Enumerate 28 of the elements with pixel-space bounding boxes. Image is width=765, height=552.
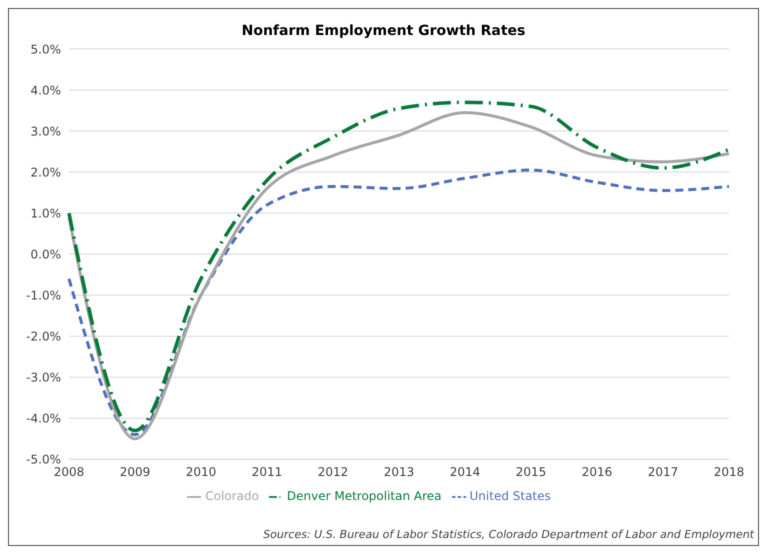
x-tick-label: 2009 xyxy=(120,464,150,479)
y-tick-label: 4.0% xyxy=(30,83,61,98)
legend-label: Colorado xyxy=(205,489,259,504)
y-tick-label: -1.0% xyxy=(26,288,61,302)
y-tick-label: -5.0% xyxy=(26,452,61,467)
y-tick-label: 0.0% xyxy=(30,247,61,262)
x-tick-label: 2013 xyxy=(384,464,414,479)
y-tick-label: -2.0% xyxy=(26,329,61,344)
y-tick-label: 2.0% xyxy=(30,165,61,180)
x-tick-label: 2016 xyxy=(582,464,612,479)
y-tick-label: 3.0% xyxy=(30,124,61,138)
x-tick-label: 2008 xyxy=(54,464,84,479)
x-tick-label: 2011 xyxy=(252,464,282,479)
y-tick-label: 5.0% xyxy=(30,42,61,56)
y-tick-label: -4.0% xyxy=(26,412,61,426)
line-series xyxy=(68,168,730,436)
legend-label: Denver Metropolitan Area xyxy=(286,489,442,504)
x-tick-label: 2015 xyxy=(516,464,546,479)
legend-label: United States xyxy=(470,489,551,504)
chart-title: Nonfarm Employment Growth Rates xyxy=(240,23,526,39)
y-tick-label: 1.0% xyxy=(30,206,61,220)
source-note: Sources: U.S. Bureau of Labor Statistics, Colorado Department of Labor and Employment xyxy=(263,528,754,541)
x-tick-label: 2018 xyxy=(714,464,744,479)
x-tick-label: 2012 xyxy=(318,464,348,479)
x-tick-label: 2017 xyxy=(648,464,678,479)
x-tick-label: 2014 xyxy=(450,464,480,479)
y-tick-label: -3.0% xyxy=(26,370,61,384)
x-tick-label: 2010 xyxy=(186,464,216,479)
